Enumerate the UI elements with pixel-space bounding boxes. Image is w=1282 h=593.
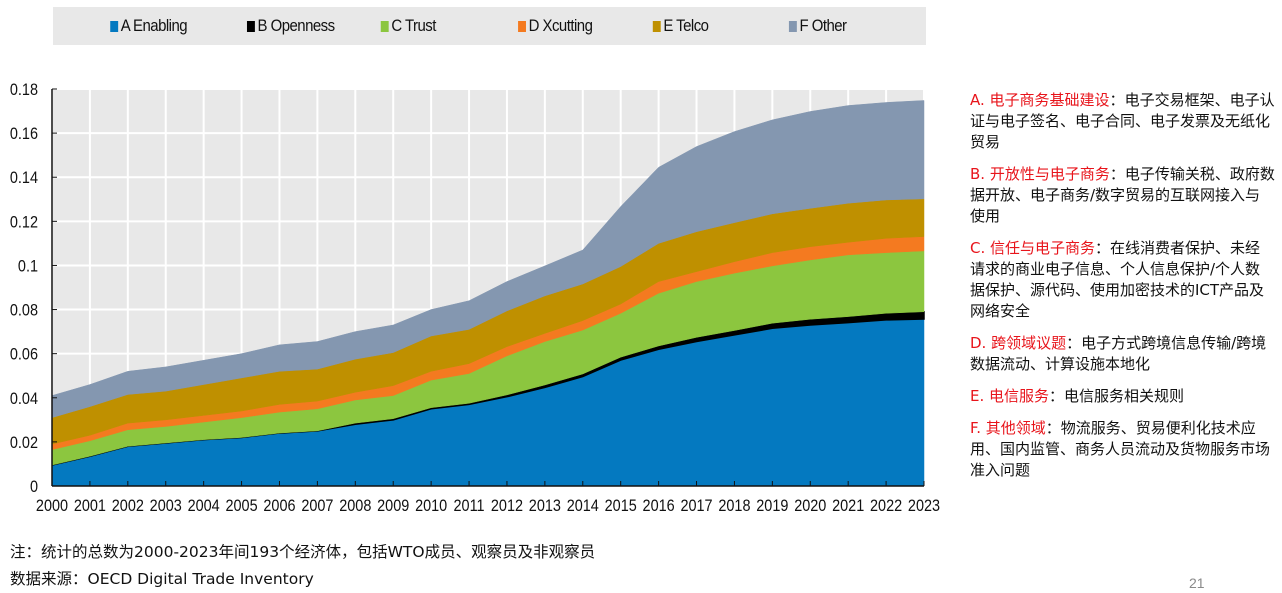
x-tick-label: 2002 [112,497,144,515]
legend-item-e: E Telco [652,16,708,36]
x-tick-label: 2018 [718,497,750,515]
note-sep: ： [1109,165,1125,183]
note-e: E. 电信服务：电信服务相关规则 [970,386,1275,407]
x-tick-label: 2019 [756,497,788,515]
x-tick-label: 2000 [36,497,68,515]
x-tick-label: 2005 [226,497,258,515]
note-heading: D. 跨领域议题 [970,334,1067,352]
note-heading: E. 电信服务 [970,387,1050,405]
note-sep: ： [1045,419,1061,437]
legend-swatch-d [517,20,526,32]
x-tick-label: 2017 [680,497,712,515]
x-tick-label: 2014 [567,497,599,515]
note-body: 电信服务相关规则 [1064,387,1185,405]
x-tick-label: 2004 [188,497,220,515]
note-body: 电子传输关税、政府数据开放、电子商务/数字贸易的互联网接入与使用 [970,165,1275,225]
page-number: 21 [1189,575,1205,591]
x-tick-label: 2020 [794,497,826,515]
x-tick-label: 2023 [908,497,940,515]
note-heading: B. 开放性与电子商务 [970,165,1110,183]
x-tick-label: 2012 [491,497,523,515]
note-body: 电子方式跨境信息传输/跨境数据流动、计算设施本地化 [970,334,1267,373]
note-c: C. 信任与电子商务：在线消费者保护、未经请求的商业电子信息、个人信息保护/个人… [970,238,1275,322]
stacked-area-chart: 0 0.02 0.04 0.06 0.08 0.1 0.12 0.14 0.16 0.18 2000… [10,81,940,515]
note-sep: ： [1095,239,1111,257]
note-sep: ： [1049,387,1065,405]
footnote: 注：统计的总数为2000-2023年间193个经济体，包括WTO成员、观察员及非… [10,543,596,561]
legend-swatch-f [788,20,797,32]
legend-label: A Enabling [120,16,187,35]
legend-item-c: C Trust [380,16,436,36]
y-tick-label: 0.04 [10,390,38,408]
y-tick-label: 0.08 [10,302,38,320]
legend-label: B Openness [257,16,335,35]
area-f-other [51,100,925,418]
chart-legend: A Enabling B Openness C Trust D Xcutting… [53,7,926,45]
y-tick-label: 0.14 [10,169,38,187]
note-body: 物流服务、贸易便利化技术应用、国内监管、商务人员流动及货物服务市场准入问题 [970,419,1271,479]
x-tick-label: 2010 [415,497,447,515]
legend-item-b: B Openness [246,16,335,36]
y-tick-label: 0.06 [10,346,38,364]
note-f: F. 其他领域：物流服务、贸易便利化技术应用、国内监管、商务人员流动及货物服务市… [970,418,1275,481]
x-tick-label: 2016 [643,497,675,515]
y-tick-label: 0.18 [10,81,38,99]
legend-swatch-e [652,20,661,32]
note-a: A. 电子商务基础建设：电子交易框架、电子认证与电子签名、电子合同、电子发票及无… [970,90,1275,153]
data-source: 数据来源：OECD Digital Trade Inventory [10,570,314,588]
note-sep: ： [1109,91,1125,109]
note-body: 电子交易框架、电子认证与电子签名、电子合同、电子发票及无纸化贸易 [970,91,1275,151]
note-sep: ： [1066,334,1082,352]
y-tick-label: 0 [30,478,38,496]
x-tick-label: 2007 [301,497,333,515]
note-heading: A. 电子商务基础建设 [970,91,1110,109]
category-notes: A. 电子商务基础建设：电子交易框架、电子认证与电子签名、电子合同、电子发票及无… [970,90,1275,492]
legend-label: D Xcutting [528,16,592,35]
x-tick-label: 2013 [529,497,561,515]
note-heading: C. 信任与电子商务 [970,239,1096,257]
legend-label: C Trust [390,16,436,35]
x-tick-label: 2008 [339,497,371,515]
x-tick-label: 2021 [832,497,864,515]
x-tick-label: 2015 [605,497,637,515]
legend-item-a: A Enabling [109,16,187,36]
y-tick-label: 0.1 [18,257,38,275]
x-tick-label: 2022 [870,497,902,515]
note-b: B. 开放性与电子商务：电子传输关税、政府数据开放、电子商务/数字贸易的互联网接… [970,164,1275,227]
x-tick-label: 2011 [454,497,485,515]
legend-item-f: F Other [788,16,847,36]
y-tick-label: 0.12 [10,213,38,231]
note-body: 在线消费者保护、未经请求的商业电子信息、个人信息保护/个人数据保护、源代码、使用… [970,239,1265,320]
x-tick-label: 2006 [263,497,295,515]
legend-label: F Other [798,16,847,35]
legend-swatch-b [246,20,255,32]
legend-swatch-a [109,20,118,32]
x-tick-label: 2001 [74,497,106,515]
legend-label: E Telco [662,16,709,35]
x-tick-label: 2003 [150,497,182,515]
note-heading: F. 其他领域 [970,419,1046,437]
legend-swatch-c [380,20,389,32]
x-tick-label: 2009 [377,497,409,515]
legend-item-d: D Xcutting [517,16,592,36]
y-tick-label: 0.02 [10,434,38,452]
y-tick-label: 0.16 [10,125,38,143]
note-d: D. 跨领域议题：电子方式跨境信息传输/跨境数据流动、计算设施本地化 [970,333,1275,375]
